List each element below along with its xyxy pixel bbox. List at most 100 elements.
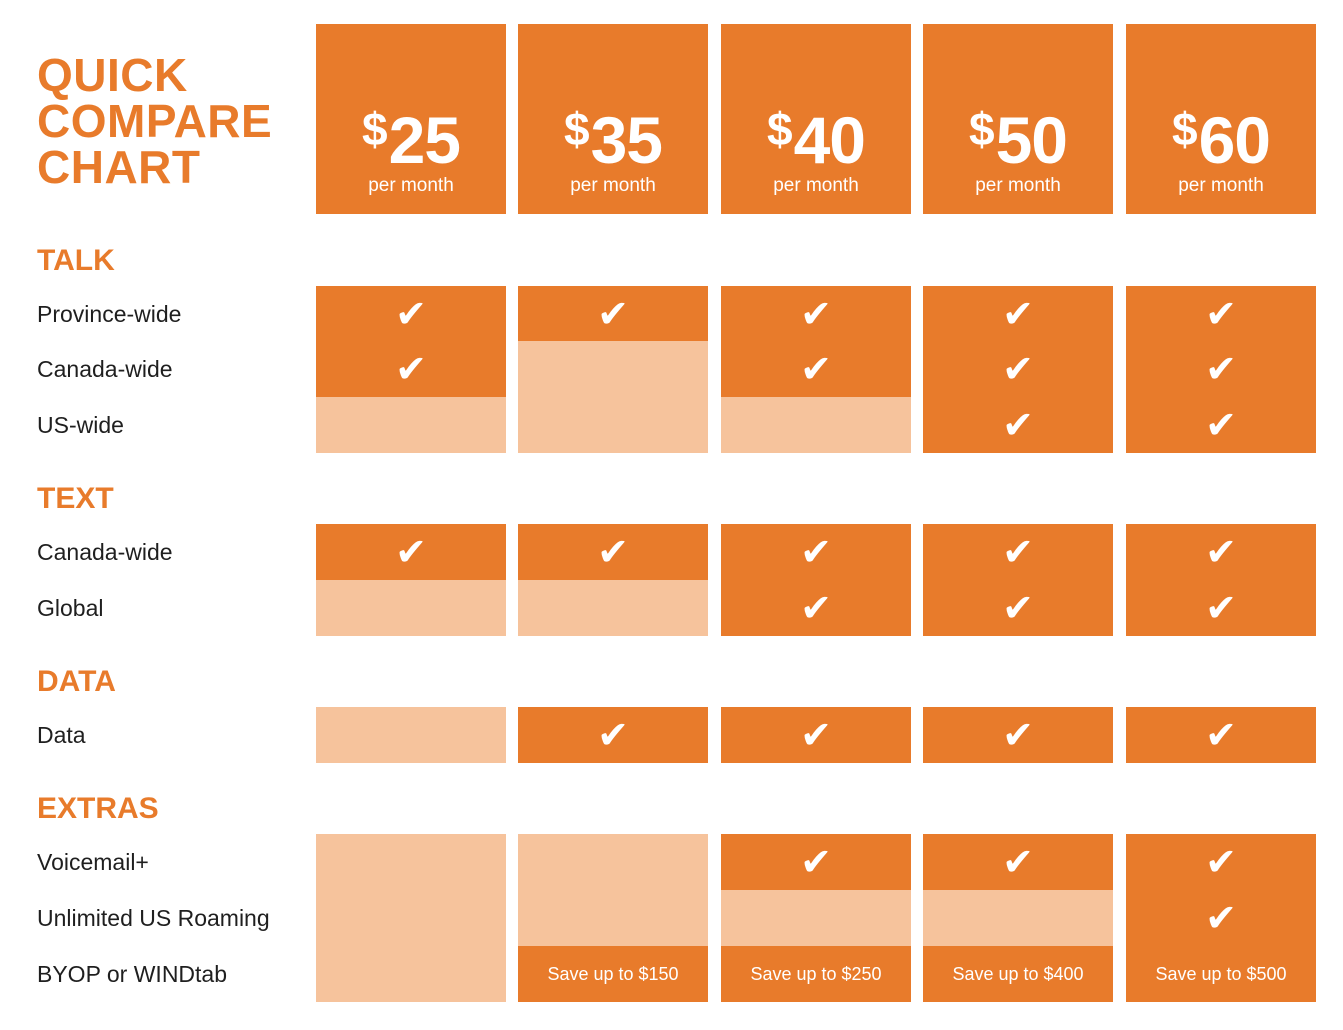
- row-label: BYOP or WINDtab: [37, 961, 228, 987]
- plan-price: $50: [923, 96, 1113, 173]
- chart-title: QUICK COMPARE CHART: [37, 52, 272, 190]
- feature-cell-included: ✔: [721, 580, 911, 636]
- price-period: per month: [773, 175, 859, 196]
- row-label: Voicemail+: [37, 849, 149, 875]
- plan-header-50: $50 per month: [923, 24, 1113, 214]
- feature-cell-included: ✔: [518, 524, 708, 580]
- feature-cell-excluded: [518, 834, 708, 890]
- checkmark-icon: ✔: [597, 292, 629, 336]
- row-label: US-wide: [37, 412, 124, 438]
- feature-cell-included: ✔: [923, 834, 1113, 890]
- checkmark-icon: ✔: [800, 586, 832, 630]
- price-amount: 35: [590, 103, 663, 177]
- currency-symbol: $: [563, 103, 590, 155]
- checkmark-icon: ✔: [1205, 713, 1237, 757]
- feature-cell-excluded: [518, 890, 708, 946]
- row-label: Unlimited US Roaming: [37, 905, 270, 931]
- feature-cell-excluded: [721, 397, 911, 453]
- feature-cell-included: ✔: [1126, 397, 1316, 453]
- row-label: Data: [37, 722, 86, 748]
- feature-cell-included: ✔: [1126, 580, 1316, 636]
- checkmark-icon: ✔: [1002, 530, 1034, 574]
- price-period: per month: [570, 175, 656, 196]
- savings-note: Save up to $250: [750, 964, 882, 984]
- feature-cell-included: ✔: [1126, 890, 1316, 946]
- plan-price: $40: [721, 96, 911, 173]
- feature-cell-included: ✔: [923, 524, 1113, 580]
- feature-cell-included: Save up to $150: [518, 946, 708, 1002]
- feature-cell-included: Save up to $500: [1126, 946, 1316, 1002]
- price-amount: 50: [995, 103, 1068, 177]
- feature-cell-excluded: [518, 341, 708, 397]
- checkmark-icon: ✔: [1205, 347, 1237, 391]
- price-period: per month: [1178, 175, 1264, 196]
- section-heading-data: DATA: [37, 665, 116, 698]
- price-amount: 25: [388, 103, 461, 177]
- currency-symbol: $: [766, 103, 793, 155]
- checkmark-icon: ✔: [800, 840, 832, 884]
- checkmark-icon: ✔: [1002, 292, 1034, 336]
- checkmark-icon: ✔: [800, 530, 832, 574]
- plan-header-60: $60 per month: [1126, 24, 1316, 214]
- feature-cell-excluded: [721, 890, 911, 946]
- price-period: per month: [975, 175, 1061, 196]
- title-line-1: QUICK: [37, 49, 188, 101]
- plan-header-35: $35 per month: [518, 24, 708, 214]
- feature-cell-included: ✔: [721, 286, 911, 342]
- feature-cell-included: ✔: [316, 341, 506, 397]
- plan-price: $60: [1126, 96, 1316, 173]
- feature-cell-included: ✔: [721, 524, 911, 580]
- section-heading-extras: EXTRAS: [37, 792, 159, 825]
- checkmark-icon: ✔: [1205, 530, 1237, 574]
- feature-cell-included: ✔: [316, 286, 506, 342]
- feature-cell-excluded: [316, 707, 506, 763]
- feature-cell-included: ✔: [518, 707, 708, 763]
- feature-cell-included: ✔: [518, 286, 708, 342]
- plan-header-25: $25 per month: [316, 24, 506, 214]
- currency-symbol: $: [968, 103, 995, 155]
- feature-cell-included: ✔: [721, 834, 911, 890]
- section-heading-talk: TALK: [37, 244, 115, 277]
- row-label: Canada-wide: [37, 539, 173, 565]
- feature-cell-included: ✔: [1126, 341, 1316, 397]
- checkmark-icon: ✔: [1205, 586, 1237, 630]
- checkmark-icon: ✔: [1002, 347, 1034, 391]
- feature-cell-excluded: [316, 890, 506, 946]
- plan-price: $35: [518, 96, 708, 173]
- currency-symbol: $: [361, 103, 388, 155]
- feature-cell-excluded: [518, 397, 708, 453]
- feature-cell-included: ✔: [923, 707, 1113, 763]
- feature-cell-included: ✔: [1126, 707, 1316, 763]
- checkmark-icon: ✔: [1002, 403, 1034, 447]
- checkmark-icon: ✔: [1205, 840, 1237, 884]
- checkmark-icon: ✔: [800, 713, 832, 757]
- feature-cell-included: ✔: [1126, 524, 1316, 580]
- title-line-2: COMPARE: [37, 95, 273, 147]
- row-label: Province-wide: [37, 301, 182, 327]
- feature-cell-excluded: [923, 890, 1113, 946]
- checkmark-icon: ✔: [1002, 713, 1034, 757]
- checkmark-icon: ✔: [1205, 896, 1237, 940]
- price-amount: 60: [1198, 103, 1271, 177]
- checkmark-icon: ✔: [1205, 403, 1237, 447]
- row-label: Canada-wide: [37, 356, 173, 382]
- feature-cell-excluded: [518, 580, 708, 636]
- savings-note: Save up to $400: [952, 964, 1084, 984]
- feature-cell-included: ✔: [923, 580, 1113, 636]
- checkmark-icon: ✔: [1002, 840, 1034, 884]
- feature-cell-included: ✔: [923, 286, 1113, 342]
- feature-cell-included: Save up to $400: [923, 946, 1113, 1002]
- feature-cell-excluded: [316, 946, 506, 1002]
- price-amount: 40: [793, 103, 866, 177]
- feature-cell-included: ✔: [721, 707, 911, 763]
- checkmark-icon: ✔: [597, 713, 629, 757]
- checkmark-icon: ✔: [395, 292, 427, 336]
- feature-cell-included: ✔: [923, 397, 1113, 453]
- title-line-3: CHART: [37, 141, 201, 193]
- savings-note: Save up to $500: [1155, 964, 1287, 984]
- feature-cell-included: ✔: [1126, 286, 1316, 342]
- checkmark-icon: ✔: [800, 347, 832, 391]
- plan-header-40: $40 per month: [721, 24, 911, 214]
- feature-cell-included: Save up to $250: [721, 946, 911, 1002]
- currency-symbol: $: [1171, 103, 1198, 155]
